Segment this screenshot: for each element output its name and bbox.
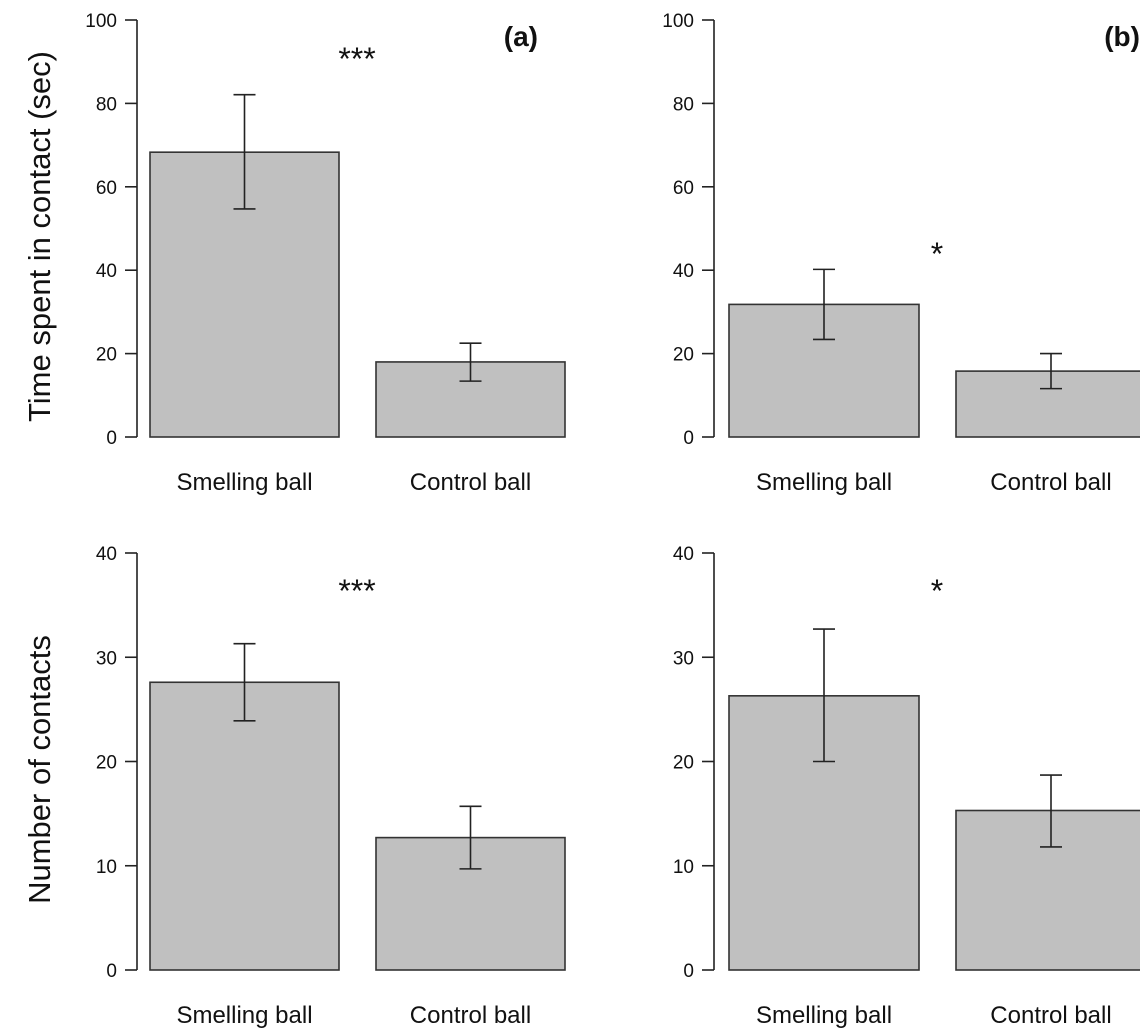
y-tick-label: 20: [673, 753, 694, 774]
y-tick-label: 40: [96, 544, 117, 565]
y-tick-label: 0: [106, 428, 117, 449]
error-bar: [1040, 774, 1062, 848]
y-tick-label: 10: [673, 857, 694, 878]
error-bar: [1040, 352, 1062, 390]
y-tick-label: 10: [96, 857, 117, 878]
y-tick-label: 40: [673, 544, 694, 565]
panel-label: (b): [1104, 21, 1140, 52]
x-tick-label: Smelling ball: [756, 1002, 892, 1029]
y-tick-label: 20: [673, 345, 694, 366]
error-bar: [233, 642, 256, 722]
x-tick-label: Smelling ball: [756, 469, 892, 496]
significance-marker: *: [931, 236, 943, 272]
bar-control-ball: [955, 370, 1140, 438]
y-tick-label: 40: [96, 261, 117, 282]
x-tick-label: Control ball: [410, 469, 531, 496]
y-tick-label: 100: [662, 11, 694, 32]
significance-marker: ***: [338, 573, 375, 609]
x-tick-label: Control ball: [410, 1002, 531, 1029]
y-tick-label: 60: [96, 178, 117, 199]
y-tick-label: 0: [683, 428, 694, 449]
x-tick-label: Smelling ball: [176, 469, 312, 496]
y-tick-label: 0: [683, 961, 694, 982]
chart-panel-2: 0 20 40 60 80 100 Smelling ball Control ball * (b…: [662, 11, 1140, 496]
chart-panel-1: 0 20 40 60 80 100 Smelling ball Control ball ***…: [22, 11, 566, 496]
bar-control-ball: [955, 809, 1140, 971]
error-bar: [459, 342, 482, 382]
y-tick-label: 20: [96, 345, 117, 366]
significance-marker: ***: [338, 41, 375, 77]
chart-panel-4: 0 10 20 30 40 Smelling ball Control ball *: [673, 544, 1140, 1029]
y-tick-label: 0: [106, 961, 117, 982]
y-tick-label: 80: [96, 94, 117, 115]
error-bar: [459, 805, 482, 870]
error-bar: [813, 268, 835, 341]
x-tick-label: Control ball: [990, 469, 1111, 496]
y-tick-label: 40: [673, 261, 694, 282]
x-tick-label: Control ball: [990, 1002, 1111, 1029]
y-tick-label: 20: [96, 753, 117, 774]
y-tick-label: 30: [96, 648, 117, 669]
y-axis-title: Time spent in contact (sec): [22, 51, 57, 422]
bar-smelling-ball: [149, 681, 340, 971]
significance-marker: *: [931, 573, 943, 609]
x-tick-label: Smelling ball: [176, 1002, 312, 1029]
error-bar: [233, 93, 256, 210]
error-bar: [813, 628, 835, 763]
y-tick-label: 80: [673, 94, 694, 115]
y-tick-label: 60: [673, 178, 694, 199]
panel-label: (a): [504, 21, 538, 52]
y-tick-label: 100: [85, 11, 117, 32]
y-tick-label: 30: [673, 648, 694, 669]
chart-panel-3: 0 10 20 30 40 Smelling ball Control ball *** Num…: [22, 544, 566, 1029]
y-axis-title: Number of contacts: [22, 635, 57, 904]
